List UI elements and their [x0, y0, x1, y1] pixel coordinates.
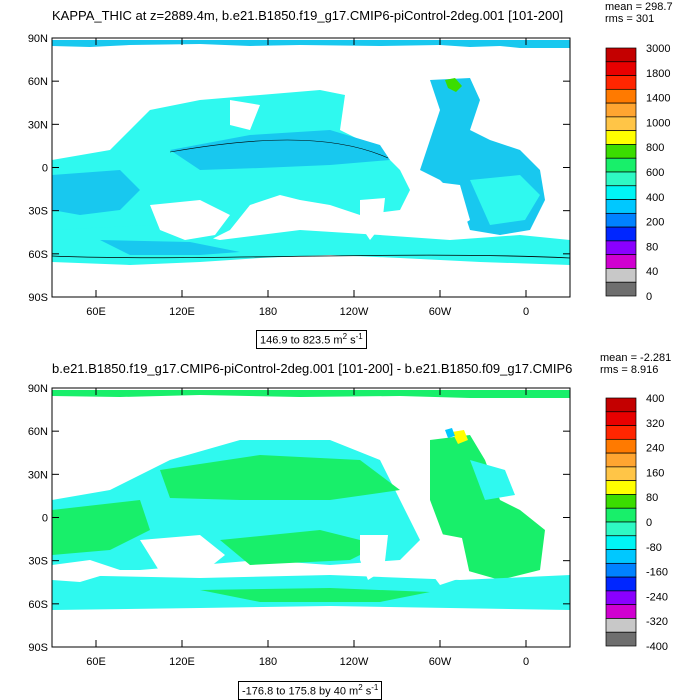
legend-swatch	[605, 438, 637, 454]
x-tick-label: 180	[259, 656, 277, 668]
panel1-range-unit-exp: -1	[355, 332, 363, 341]
y-tick-label: 60S	[28, 599, 48, 611]
x-tick-label: 120E	[169, 306, 195, 318]
x-tick-label: 0	[523, 656, 529, 668]
legend-label: 1400	[646, 93, 670, 105]
legend-label: -320	[646, 616, 668, 628]
x-tick-label: 180	[259, 306, 277, 318]
panel2-field	[52, 390, 570, 610]
y-tick-label: 30N	[28, 469, 48, 481]
legend-label: 40	[646, 266, 658, 278]
panel2-range-text: -176.8 to 175.8 by 40 m	[242, 685, 359, 698]
y-tick-label: 30N	[28, 119, 48, 131]
legend-swatch	[605, 281, 637, 297]
y-tick-label: 30S	[28, 206, 48, 218]
legend-label: 800	[646, 142, 664, 154]
legend-label: 400	[646, 192, 664, 204]
panel2-range-label: -176.8 to 175.8 by 40 m2 s-1	[238, 681, 383, 700]
y-tick-label: 0	[42, 513, 48, 525]
legend-swatch	[605, 507, 637, 523]
y-tick-label: 60N	[28, 426, 48, 438]
panel2-rms: rms = 8.916	[600, 364, 659, 376]
y-tick-label: 90S	[28, 292, 48, 304]
legend-label: -240	[646, 591, 668, 603]
legend-label: 0	[646, 291, 652, 303]
legend-label: -400	[646, 641, 668, 653]
panel2-range-unit-exp: -1	[371, 683, 379, 692]
legend-swatch	[605, 494, 637, 509]
panel1-axes: 60E 120E 180 120W 60W 0 90N 60N 30N 0 30S 60S 90S	[28, 33, 570, 318]
x-tick-label: 60W	[429, 656, 452, 668]
panel1-title: KAPPA_THIC at z=2889.4m, b.e21.B1850.f19…	[52, 8, 564, 23]
x-tick-label: 60W	[429, 306, 452, 318]
x-tick-label: 60E	[86, 306, 106, 318]
legend-label: 80	[646, 492, 658, 504]
x-tick-label: 120W	[340, 306, 369, 318]
panel1-range-label: 146.9 to 823.5 m2 s-1	[256, 330, 367, 349]
panel2-axes: 60E 120E 180 120W 60W 0 90N 60N 30N 0 30S 60S 90S	[28, 383, 570, 668]
panel2-range-unit: s	[362, 685, 372, 698]
legend-swatch	[605, 604, 637, 619]
legend-swatch	[605, 590, 637, 606]
legend-label: 1000	[646, 117, 670, 129]
y-tick-label: 60S	[28, 249, 48, 261]
x-tick-label: 0	[523, 306, 529, 318]
legend-label: 400	[646, 393, 664, 405]
panel2-title: b.e21.B1850.f19_g17.CMIP6-piControl-2deg…	[52, 361, 572, 376]
legend-label: -80	[646, 542, 662, 554]
x-tick-label: 120E	[169, 656, 195, 668]
x-tick-label: 120W	[340, 656, 369, 668]
legend-label: 240	[646, 443, 664, 455]
legend-swatch	[605, 562, 637, 578]
y-tick-label: 90N	[28, 33, 48, 45]
legend-label: 3000	[646, 43, 670, 55]
legend-swatch	[605, 631, 637, 647]
legend-swatch	[605, 411, 637, 426]
legend-label: 200	[646, 217, 664, 229]
panel2-range-exp: 2	[358, 683, 363, 692]
legend-label: -160	[646, 567, 668, 579]
legend-swatch	[605, 618, 637, 633]
legend-swatch	[605, 521, 637, 537]
legend-swatch	[605, 576, 637, 592]
panel1-field	[52, 40, 570, 265]
legend-label: 600	[646, 167, 664, 179]
legend-swatch	[605, 480, 637, 495]
legend-swatch	[605, 466, 637, 482]
y-tick-label: 30S	[28, 556, 48, 568]
y-tick-label: 90N	[28, 383, 48, 395]
legend-label: 160	[646, 467, 664, 479]
panel1-mean: mean = 298.7	[605, 1, 673, 13]
panel1-range-text: 146.9 to 823.5 m	[260, 334, 343, 347]
y-tick-label: 90S	[28, 642, 48, 654]
panel2-mean: mean = -2.281	[600, 352, 672, 364]
legend-swatch	[605, 549, 637, 564]
legend-swatch	[605, 452, 637, 468]
legend-swatch	[605, 397, 637, 413]
legend-label: 0	[646, 517, 652, 529]
legend-swatch	[605, 425, 637, 440]
panel1-range-exp: 2	[342, 332, 348, 341]
panel1-range-unit: s	[347, 334, 356, 347]
legend-swatch	[605, 535, 637, 550]
panel1-rms: rms = 301	[605, 13, 655, 25]
legend-label: 80	[646, 241, 658, 253]
panel2-legend: 400 320 240 160 80 0 -80 -160 -240 -320 -400	[605, 393, 668, 653]
legend-label: 320	[646, 418, 664, 430]
y-tick-label: 60N	[28, 76, 48, 88]
y-tick-label: 0	[42, 163, 48, 175]
x-tick-label: 60E	[86, 656, 106, 668]
legend-label: 1800	[646, 68, 670, 80]
